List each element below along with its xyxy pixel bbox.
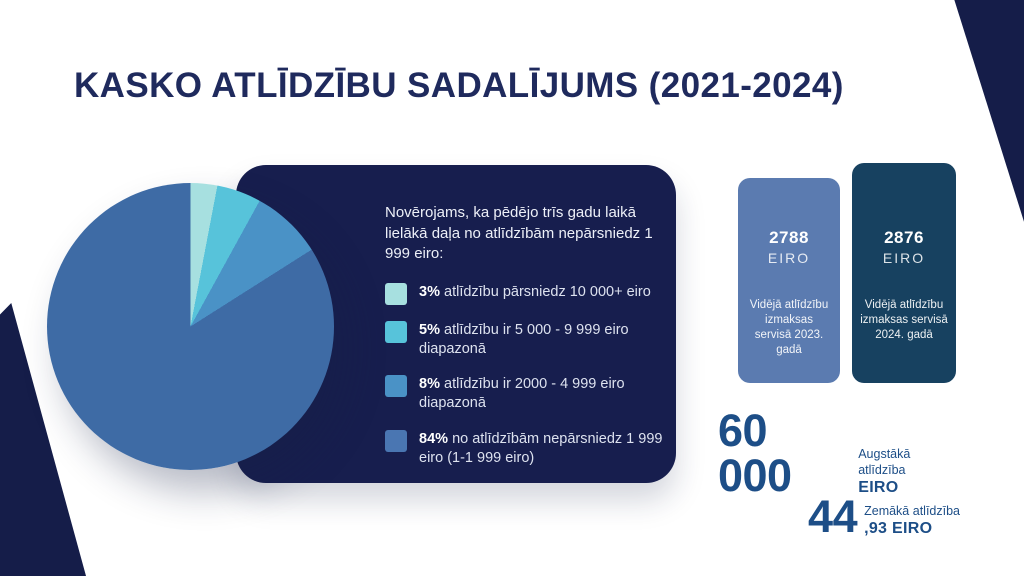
- legend-swatch-5pct: [385, 321, 407, 343]
- bar-2023-value: 2788: [769, 228, 809, 247]
- legend-pct-3: 3%: [419, 284, 440, 300]
- legend-desc-3: atlīdzību pārsniedz 10 000+ eiro: [444, 284, 651, 300]
- stat-lowest-value: 44: [808, 491, 858, 542]
- legend-desc-84: no atlīdzībām nepārsniedz 1 999 eiro (1-…: [419, 430, 663, 466]
- stat-lowest-payout: 44 Zemākā atlīdzība ,93 EIRO: [808, 494, 960, 539]
- legend-label-8pct: 8% atlīdzību ir 2000 - 4 999 eiro diapaz…: [419, 375, 663, 413]
- pie-legend: 3% atlīdzību pārsniedz 10 000+ eiro 5% a…: [385, 283, 663, 468]
- bar-2024-currency: EIRO: [882, 250, 926, 266]
- legend-item-8pct: 8% atlīdzību ir 2000 - 4 999 eiro diapaz…: [385, 375, 663, 413]
- pie-chart: [47, 183, 334, 470]
- legend-pct-84: 84%: [419, 430, 449, 447]
- legend-item-84pct: 84% no atlīdzībām nepārsniedz 1 999 eiro…: [385, 429, 663, 468]
- bar-2024-label: Vidējā atlīdzību izmaksas servisā 2024. …: [860, 299, 948, 341]
- legend-swatch-3pct: [385, 283, 407, 305]
- legend-item-5pct: 5% atlīdzību ir 5 000 - 9 999 eiro diapa…: [385, 321, 663, 359]
- legend-desc-5: atlīdzību ir 5 000 - 9 999 eiro diapazon…: [419, 322, 629, 358]
- stat-lowest-side: Zemākā atlīdzība ,93 EIRO: [864, 504, 960, 539]
- bar-2023-currency: EIRO: [767, 250, 811, 266]
- payout-stats: 60 000 Augstākā atlīdzība EIRO 44 Zemākā…: [718, 408, 960, 539]
- stat-highest-unit: EIRO: [858, 478, 899, 496]
- stat-highest-label: Augstākā atlīdzība: [858, 447, 911, 477]
- stat-lowest-unit: ,93 EIRO: [864, 519, 933, 537]
- stat-highest-side: Augstākā atlīdzība EIRO: [858, 447, 960, 498]
- stat-highest-payout: 60 000 Augstākā atlīdzība EIRO: [718, 408, 960, 498]
- stat-highest-value: 60 000: [718, 405, 792, 501]
- bar-2024: 2876 EIRO Vidējā atlīdzību izmaksas serv…: [852, 163, 956, 383]
- page-title: KASKO ATLĪDZĪBU SADALĪJUMS (2021-2024): [74, 66, 844, 105]
- legend-desc-8: atlīdzību ir 2000 - 4 999 eiro diapazonā: [419, 376, 625, 412]
- legend-pct-8: 8%: [419, 376, 440, 393]
- legend-item-3pct: 3% atlīdzību pārsniedz 10 000+ eiro: [385, 283, 663, 305]
- legend-swatch-84pct: [385, 429, 407, 452]
- legend-label-5pct: 5% atlīdzību ir 5 000 - 9 999 eiro diapa…: [419, 321, 663, 359]
- legend-label-3pct: 3% atlīdzību pārsniedz 10 000+ eiro: [419, 283, 651, 302]
- stat-lowest-label: Zemākā atlīdzība: [864, 503, 960, 518]
- card-intro-text: Novērojams, ka pēdējo trīs gadu laikā li…: [385, 204, 653, 263]
- legend-pct-5: 5%: [419, 322, 440, 338]
- legend-label-84pct: 84% no atlīdzībām nepārsniedz 1 999 eiro…: [419, 430, 663, 468]
- bar-2023: 2788 EIRO Vidējā atlīdzību izmaksas serv…: [738, 178, 840, 383]
- bar-2023-label: Vidējā atlīdzību izmaksas servisā 2023. …: [749, 299, 829, 356]
- legend-swatch-8pct: [385, 375, 407, 398]
- bar-2024-value: 2876: [884, 228, 924, 247]
